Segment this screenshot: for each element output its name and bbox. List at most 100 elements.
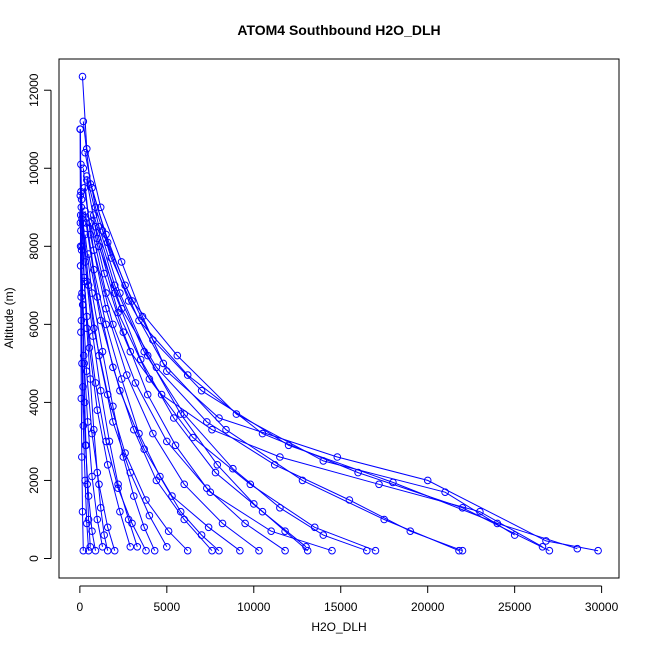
series-line <box>79 129 91 547</box>
data-point <box>124 515 133 524</box>
x-tick-label: 10000 <box>237 600 271 614</box>
data-point <box>203 418 211 426</box>
data-point <box>298 476 307 485</box>
data-point <box>319 531 328 539</box>
data-point <box>96 386 105 395</box>
x-tick-label: 0 <box>77 600 84 614</box>
data-point <box>171 441 180 450</box>
data-point <box>79 546 88 555</box>
data-point <box>542 537 550 545</box>
data-point <box>86 230 95 239</box>
data-point <box>510 531 519 539</box>
data-point <box>215 546 223 555</box>
data-point <box>173 351 182 360</box>
data-point <box>157 390 166 399</box>
data-point <box>117 375 126 383</box>
data-point <box>95 223 103 231</box>
data-point <box>176 410 185 418</box>
data-point <box>89 332 97 340</box>
series-30 <box>76 125 95 551</box>
data-point <box>218 519 227 528</box>
data-point <box>189 433 197 442</box>
series-line <box>83 187 333 552</box>
data-point <box>281 546 289 555</box>
data-point <box>328 546 336 555</box>
series-25 <box>86 211 289 555</box>
data-point <box>333 453 342 461</box>
data-point <box>81 148 89 157</box>
data-point <box>110 281 119 290</box>
series-line <box>84 211 220 552</box>
series-line <box>79 129 84 551</box>
data-point <box>236 546 244 555</box>
data-point <box>78 453 86 461</box>
series-line <box>89 214 286 552</box>
data-point <box>203 484 211 493</box>
series-24 <box>83 172 312 555</box>
data-point <box>176 507 185 516</box>
y-axis-label: Altitude (m) <box>2 287 16 348</box>
data-point <box>93 515 102 524</box>
data-point <box>281 527 289 536</box>
data-point <box>241 519 249 528</box>
data-point <box>96 504 105 512</box>
data-point <box>211 468 220 477</box>
data-point <box>86 375 95 383</box>
data-point <box>91 379 100 387</box>
data-point <box>170 414 178 422</box>
data-point <box>83 480 91 489</box>
data-point <box>100 531 108 539</box>
data-point <box>105 437 114 446</box>
data-point <box>78 359 86 368</box>
y-tick-label: 10000 <box>27 151 41 185</box>
data-point <box>163 437 171 446</box>
data-point <box>208 425 216 434</box>
data-point <box>594 546 602 555</box>
plot-series-group <box>76 72 602 555</box>
series-29 <box>77 160 112 555</box>
x-tick-label: 20000 <box>411 600 445 614</box>
data-point <box>258 429 267 438</box>
x-axis: 0 5000 10000 15000 20000 25000 30000 <box>77 585 619 614</box>
data-point <box>164 527 173 536</box>
data-point <box>93 406 102 415</box>
data-point <box>168 492 176 500</box>
data-point <box>255 546 263 555</box>
series-line <box>82 222 138 547</box>
data-point <box>149 429 157 438</box>
data-point <box>270 461 279 469</box>
data-point <box>441 488 449 497</box>
data-point <box>79 351 88 360</box>
x-tick-label: 15000 <box>324 600 358 614</box>
data-point <box>213 461 222 469</box>
data-point <box>363 546 371 555</box>
y-tick-label: 12000 <box>27 73 41 107</box>
data-point <box>197 531 206 539</box>
series-13 <box>78 211 171 551</box>
data-point <box>229 464 237 473</box>
data-point <box>79 422 88 430</box>
data-point <box>124 297 133 305</box>
data-point <box>183 546 192 555</box>
data-point <box>86 211 95 219</box>
series-line <box>91 187 515 536</box>
plot-frame <box>58 58 620 579</box>
data-point <box>159 359 168 368</box>
data-point <box>119 453 128 461</box>
data-point <box>423 476 432 485</box>
data-point <box>135 316 143 325</box>
data-point <box>354 468 362 477</box>
data-point <box>276 453 284 461</box>
y-tick-label: 8000 <box>27 233 41 260</box>
chart-title: ATOM4 Southbound H2O_DLH <box>237 22 440 38</box>
data-point <box>77 328 85 337</box>
data-point <box>93 293 102 301</box>
data-point <box>77 187 85 196</box>
data-point <box>267 527 276 536</box>
data-point <box>183 371 192 379</box>
data-point <box>250 500 258 508</box>
data-point <box>246 480 255 489</box>
series-21 <box>86 219 547 551</box>
data-point <box>131 379 140 387</box>
data-point <box>406 527 415 536</box>
